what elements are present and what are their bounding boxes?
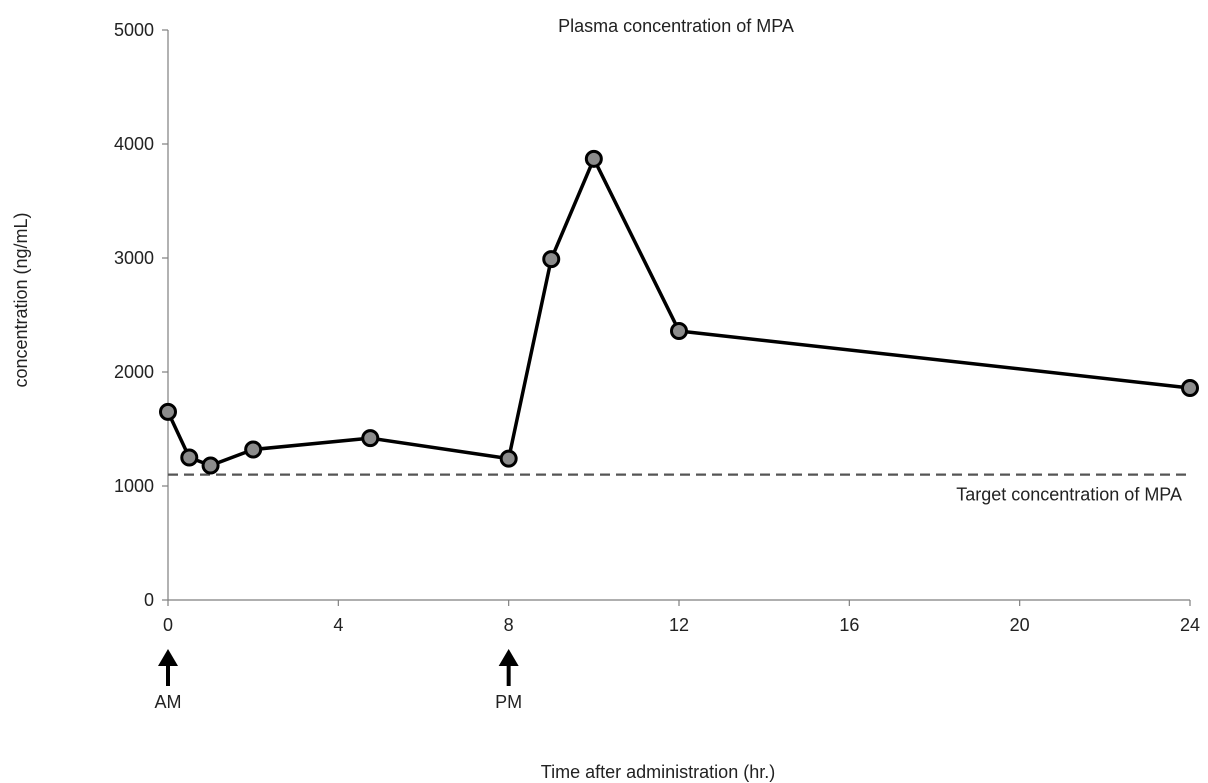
- y-tick-label: 3000: [114, 248, 154, 268]
- data-point: [670, 321, 688, 340]
- series-line: [166, 157, 1191, 468]
- series-concentration: [159, 149, 1199, 475]
- data-point: [361, 429, 380, 448]
- data-point: [499, 449, 518, 468]
- x-tick-label: 20: [1010, 615, 1030, 635]
- target-reference-label: Target concentration of MPA: [956, 485, 1182, 505]
- dose-markers: AM PM: [155, 649, 522, 712]
- chart-title: Plasma concentration of MPA: [558, 16, 794, 36]
- x-tick-label: 4: [333, 615, 343, 635]
- data-point: [159, 402, 177, 421]
- x-tick-label: 0: [163, 615, 173, 635]
- y-tick-label: 4000: [114, 134, 154, 154]
- data-point: [584, 149, 603, 168]
- x-axis: 0 4 8 12 16 20 24: [163, 599, 1200, 635]
- x-tick-label: 16: [839, 615, 859, 635]
- x-tick-label: 24: [1180, 615, 1200, 635]
- dose-marker-label: PM: [495, 692, 522, 712]
- y-tick-label: 2000: [114, 362, 154, 382]
- x-axis-title: Time after administration (hr.): [541, 762, 775, 782]
- data-point: [244, 440, 263, 459]
- dose-marker-label: AM: [155, 692, 182, 712]
- y-tick-label: 1000: [114, 476, 154, 496]
- x-tick-label: 12: [669, 615, 689, 635]
- x-tick-label: 8: [504, 615, 514, 635]
- y-axis: 0 1000 2000 3000 4000 5000: [114, 20, 169, 610]
- y-axis-title: concentration (ng/mL): [11, 212, 31, 387]
- data-point: [201, 456, 220, 475]
- y-tick-label: 5000: [114, 20, 154, 40]
- dose-arrow-head: [158, 649, 178, 666]
- data-point: [180, 448, 199, 467]
- y-tick-label: 0: [144, 590, 154, 610]
- data-point: [542, 250, 561, 269]
- dose-arrow-head: [498, 649, 519, 666]
- data-point: [1181, 378, 1199, 397]
